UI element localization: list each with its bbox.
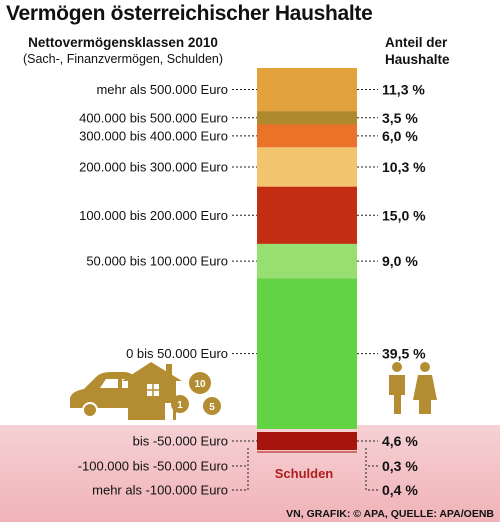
- share-axis-header: Anteil der Haushalte: [385, 34, 450, 68]
- value-label: 39,5 %: [382, 346, 426, 362]
- category-axis-subtitle: (Sach-, Finanzvermögen, Schulden): [22, 52, 224, 66]
- category-axis-title: Nettovermögensklassen 2010: [28, 35, 218, 50]
- value-labels: 11,3 % 3,5 % 6,0 % 10,3 % 15,0 % 9,0 % 39,5 % 4…: [382, 82, 426, 498]
- category-label: 100.000 bis 200.000 Euro: [79, 208, 228, 223]
- house-icon: [122, 362, 182, 420]
- value-label: 9,0 %: [382, 253, 418, 269]
- coins-icon: 10 1 5: [171, 372, 221, 415]
- bar-segment: [257, 68, 357, 112]
- coin-label: 1: [177, 400, 183, 411]
- category-label: -100.000 bis -50.000 Euro: [78, 459, 228, 474]
- leader-line: [365, 448, 378, 467]
- coin-label: 10: [194, 379, 206, 390]
- value-label: 11,3 %: [382, 82, 425, 98]
- bar-segment: [257, 111, 357, 125]
- value-label: 10,3 %: [382, 159, 426, 175]
- category-label: 50.000 bis 100.000 Euro: [86, 254, 228, 269]
- leader-line: [232, 448, 249, 491]
- bar-segments: [257, 68, 357, 453]
- bar-segment: [257, 147, 357, 187]
- value-label: 3,5 %: [382, 110, 418, 126]
- leader-line: [232, 448, 249, 467]
- bar-segment: [257, 243, 357, 279]
- category-label: 300.000 bis 400.000 Euro: [79, 128, 228, 143]
- bar-segment: [257, 432, 357, 450]
- bar-segment: [257, 124, 357, 148]
- value-label: 15,0 %: [382, 207, 426, 223]
- category-label: bis -50.000 Euro: [133, 434, 228, 449]
- category-label: mehr als -100.000 Euro: [92, 483, 228, 498]
- value-label: 6,0 %: [382, 128, 418, 144]
- category-label: mehr als 500.000 Euro: [96, 82, 228, 97]
- share-axis-title-line2: Haushalte: [385, 52, 450, 67]
- category-axis-header: Nettovermögensklassen 2010 (Sach-, Finan…: [8, 34, 238, 68]
- category-label: 200.000 bis 300.000 Euro: [79, 160, 228, 175]
- share-axis-title-line1: Anteil der: [385, 35, 448, 50]
- bar-segment: [257, 186, 357, 244]
- debt-label: Schulden: [274, 466, 334, 481]
- category-labels: mehr als 500.000 Euro 400.000 bis 500.000…: [78, 82, 228, 497]
- leader-line: [365, 448, 378, 491]
- category-label: 400.000 bis 500.000 Euro: [79, 110, 228, 125]
- leader-lines: [232, 89, 378, 491]
- chart-title: Vermögen österreichischer Haushalte: [6, 2, 373, 25]
- source-note: VN, GRAFIK: © APA, QUELLE: APA/OENB: [286, 508, 494, 520]
- people-icon: [389, 362, 437, 414]
- coin-label: 5: [209, 402, 215, 413]
- value-label: 0,4 %: [382, 482, 418, 498]
- category-label: 0 bis 50.000 Euro: [126, 346, 228, 361]
- value-label: 4,6 %: [382, 433, 418, 449]
- value-label: 0,3 %: [382, 458, 418, 474]
- bar-segment: [257, 278, 357, 429]
